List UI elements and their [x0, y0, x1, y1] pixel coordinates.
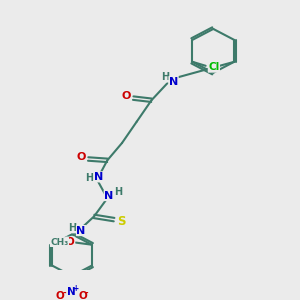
Text: N: N [104, 190, 113, 201]
Text: H: H [85, 173, 93, 183]
Text: O: O [77, 152, 86, 162]
Text: O: O [78, 291, 87, 300]
Text: N: N [67, 287, 76, 297]
Text: H: H [68, 223, 76, 233]
Text: CH₃: CH₃ [50, 238, 69, 247]
Text: H: H [114, 188, 123, 197]
Text: O: O [122, 91, 131, 101]
Text: O: O [66, 237, 75, 247]
Text: -: - [62, 289, 66, 298]
Text: O: O [56, 291, 64, 300]
Text: Cl: Cl [208, 62, 220, 72]
Text: +: + [72, 284, 78, 293]
Text: -: - [85, 289, 88, 298]
Text: N: N [169, 76, 178, 87]
Text: N: N [76, 226, 86, 236]
Text: N: N [94, 172, 103, 182]
Text: H: H [161, 72, 170, 82]
Text: S: S [117, 215, 125, 228]
